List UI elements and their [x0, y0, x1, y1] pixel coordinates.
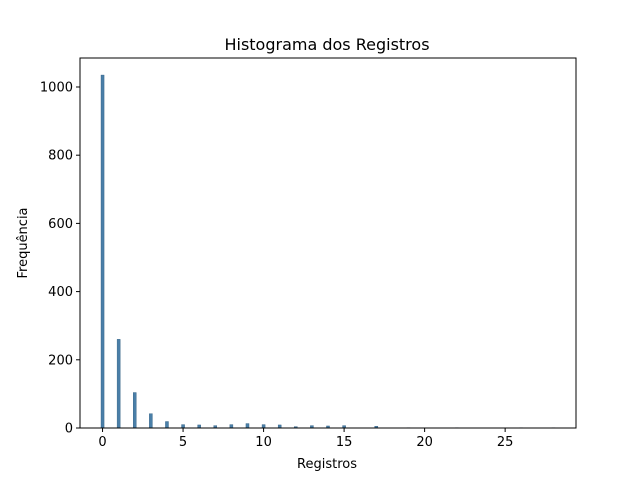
histogram-bar — [116, 339, 121, 429]
y-tick-label: 400 — [48, 285, 73, 300]
histogram-bar — [133, 392, 137, 429]
x-tick-label: 25 — [497, 435, 514, 450]
bars-group — [100, 74, 556, 429]
y-tick-label: 600 — [48, 217, 73, 232]
y-tick-label: 200 — [48, 353, 73, 368]
x-axis-ticks: 0 5 10 15 20 25 — [98, 428, 513, 450]
x-tick-label: 10 — [255, 435, 272, 450]
plot-frame — [79, 57, 577, 429]
histogram-bar — [245, 423, 250, 429]
histogram-bar — [100, 74, 105, 429]
chart-title: Histograma dos Registros — [224, 35, 429, 54]
y-tick-label: 0 — [65, 422, 73, 437]
histogram-bar — [181, 424, 185, 429]
y-axis-label: Frequência — [16, 207, 31, 278]
y-tick-label: 800 — [48, 149, 73, 164]
histogram-bar — [261, 424, 266, 429]
x-tick-label: 15 — [336, 435, 353, 450]
histogram-bar — [165, 421, 169, 429]
y-axis-ticks: 0 200 400 600 800 1000 — [40, 80, 80, 437]
y-tick-label: 1000 — [40, 80, 73, 95]
histogram-bar — [149, 413, 153, 429]
x-axis-label: Registros — [297, 457, 357, 472]
x-tick-label: 0 — [98, 435, 106, 450]
x-tick-label: 5 — [179, 435, 187, 450]
histogram-bar — [229, 424, 234, 429]
x-tick-label: 20 — [416, 435, 433, 450]
